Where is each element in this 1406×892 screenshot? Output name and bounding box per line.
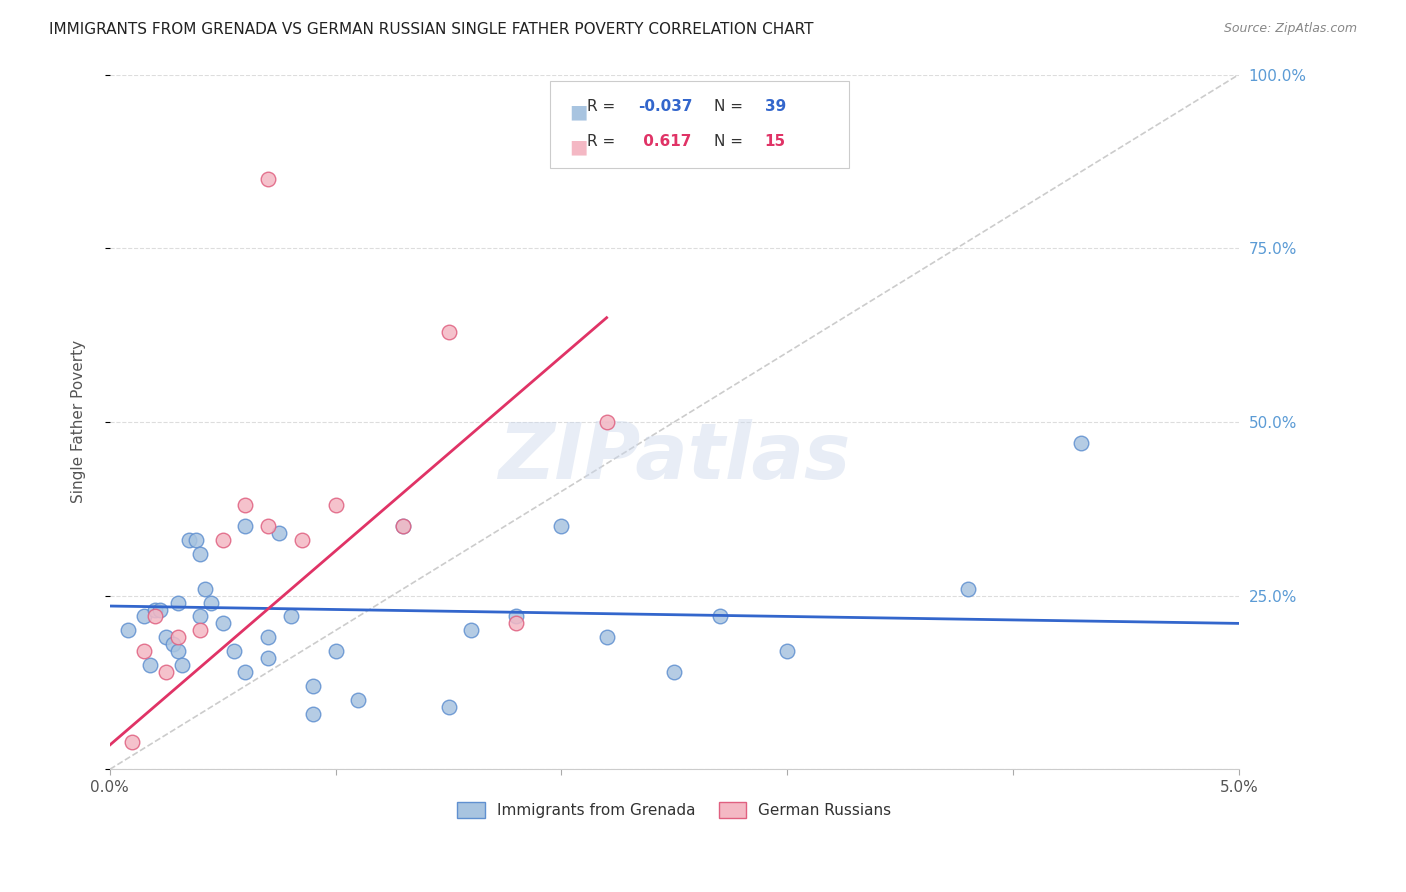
Point bbox=[211, 616, 233, 631]
Point bbox=[956, 582, 979, 596]
Point bbox=[233, 519, 256, 533]
Point bbox=[595, 630, 617, 644]
FancyBboxPatch shape bbox=[550, 81, 849, 169]
Point bbox=[505, 616, 527, 631]
Point bbox=[437, 699, 460, 714]
Text: ZIPatlas: ZIPatlas bbox=[498, 418, 851, 495]
Point bbox=[460, 624, 482, 638]
Text: Source: ZipAtlas.com: Source: ZipAtlas.com bbox=[1223, 22, 1357, 36]
Point bbox=[200, 596, 222, 610]
Point bbox=[155, 630, 177, 644]
Point bbox=[550, 519, 572, 533]
Point bbox=[1070, 435, 1092, 450]
Point bbox=[132, 609, 155, 624]
Point bbox=[302, 706, 325, 721]
Point bbox=[437, 325, 460, 339]
Point bbox=[188, 609, 211, 624]
Text: R =: R = bbox=[588, 134, 620, 149]
Point bbox=[143, 609, 166, 624]
Point bbox=[347, 693, 370, 707]
Point bbox=[188, 547, 211, 561]
Point bbox=[505, 609, 527, 624]
Point bbox=[257, 519, 280, 533]
Point bbox=[166, 596, 188, 610]
Point bbox=[257, 651, 280, 665]
Text: 39: 39 bbox=[765, 99, 786, 114]
Point bbox=[776, 644, 799, 658]
Text: N =: N = bbox=[714, 99, 748, 114]
Point bbox=[595, 415, 617, 429]
Point bbox=[392, 519, 415, 533]
Text: ■: ■ bbox=[569, 103, 588, 121]
Point bbox=[392, 519, 415, 533]
Point bbox=[162, 637, 184, 651]
Text: R =: R = bbox=[588, 99, 620, 114]
Text: ■: ■ bbox=[569, 137, 588, 156]
Point bbox=[139, 658, 162, 673]
Point bbox=[188, 624, 211, 638]
Point bbox=[222, 644, 245, 658]
Point bbox=[155, 665, 177, 679]
Point bbox=[172, 658, 194, 673]
Point bbox=[233, 498, 256, 512]
Point bbox=[269, 526, 291, 541]
Legend: Immigrants from Grenada, German Russians: Immigrants from Grenada, German Russians bbox=[451, 796, 897, 824]
Point bbox=[117, 624, 139, 638]
Point bbox=[280, 609, 302, 624]
Text: 0.617: 0.617 bbox=[638, 134, 692, 149]
Point bbox=[211, 533, 233, 547]
Point bbox=[291, 533, 314, 547]
Point bbox=[166, 644, 188, 658]
Text: N =: N = bbox=[714, 134, 748, 149]
Y-axis label: Single Father Poverty: Single Father Poverty bbox=[72, 341, 86, 503]
Point bbox=[302, 679, 325, 693]
Point bbox=[166, 630, 188, 644]
Point bbox=[233, 665, 256, 679]
Point bbox=[121, 734, 143, 748]
Point bbox=[325, 644, 347, 658]
Text: -0.037: -0.037 bbox=[638, 99, 693, 114]
Point bbox=[177, 533, 200, 547]
Point bbox=[257, 171, 280, 186]
Point bbox=[664, 665, 686, 679]
Point bbox=[194, 582, 217, 596]
Text: IMMIGRANTS FROM GRENADA VS GERMAN RUSSIAN SINGLE FATHER POVERTY CORRELATION CHAR: IMMIGRANTS FROM GRENADA VS GERMAN RUSSIA… bbox=[49, 22, 814, 37]
Point bbox=[325, 498, 347, 512]
Point bbox=[143, 602, 166, 616]
Point bbox=[184, 533, 207, 547]
Point bbox=[148, 602, 170, 616]
Point bbox=[709, 609, 731, 624]
Point bbox=[257, 630, 280, 644]
Point bbox=[132, 644, 155, 658]
Text: 15: 15 bbox=[765, 134, 786, 149]
